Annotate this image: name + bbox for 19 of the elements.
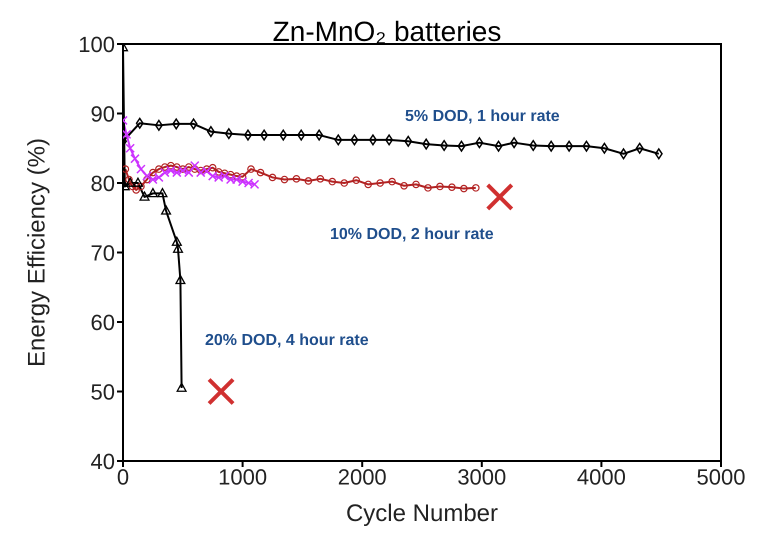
annotation: 5% DOD, 1 hour rate <box>405 108 560 126</box>
x-tick-label: 3000 <box>457 464 506 490</box>
y-axis-title: Energy Efficiency (%) <box>24 138 51 367</box>
x-tick-label: 2000 <box>338 464 387 490</box>
y-tick-label: 50 <box>90 379 115 404</box>
x-tick-label: 5000 <box>696 464 746 490</box>
y-tick-label: 100 <box>78 32 115 57</box>
y-tick-label: 90 <box>90 101 115 126</box>
y-tick-label: 70 <box>90 240 115 266</box>
y-tick-label: 40 <box>90 448 115 474</box>
annotation: 10% DOD, 2 hour rate <box>330 226 494 244</box>
x-tick-label: 0 <box>116 464 130 490</box>
y-tick-label: 60 <box>90 310 115 335</box>
y-tick-label: 80 <box>90 170 115 196</box>
x-tick-label: 4000 <box>576 464 626 490</box>
x-axis-title: Cycle Number <box>346 500 498 527</box>
x-tick-label: 1000 <box>218 464 268 490</box>
annotation: 20% DOD, 4 hour rate <box>205 332 369 350</box>
chart-title: Zn-MnO₂ batteries <box>272 16 502 47</box>
